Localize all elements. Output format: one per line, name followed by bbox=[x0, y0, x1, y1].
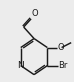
Text: O: O bbox=[32, 9, 38, 18]
Text: N: N bbox=[17, 61, 24, 70]
Text: Br: Br bbox=[58, 61, 68, 70]
Text: O: O bbox=[57, 43, 64, 52]
